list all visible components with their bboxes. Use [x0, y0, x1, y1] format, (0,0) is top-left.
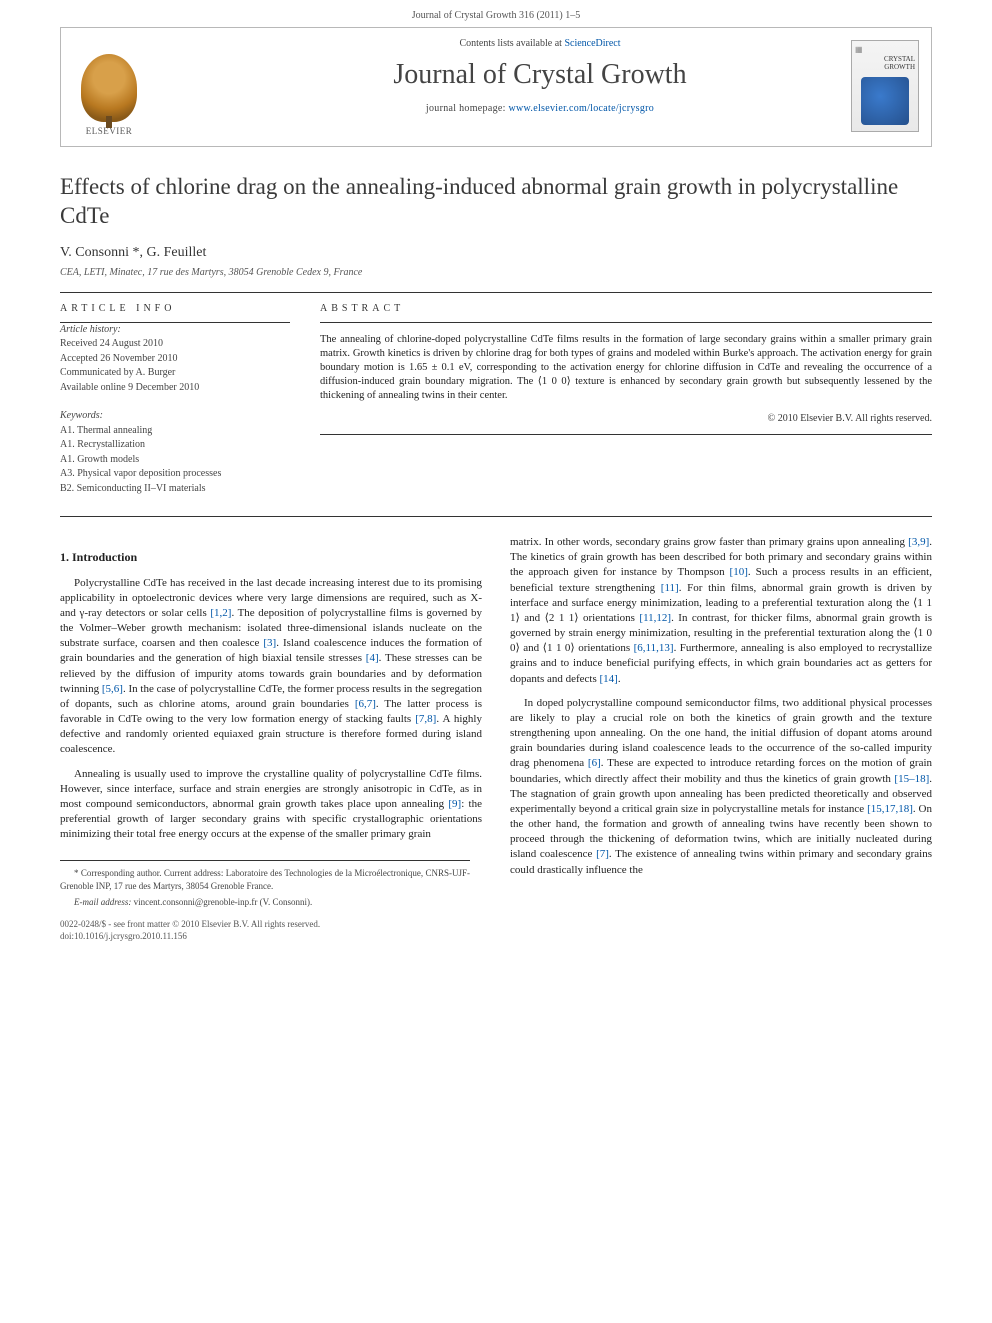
citation-link[interactable]: [5,6]	[102, 683, 123, 695]
history-accepted: Accepted 26 November 2010	[60, 352, 290, 367]
paragraph: Annealing is usually used to improve the…	[60, 767, 482, 843]
contents-line: Contents lists available at ScienceDirec…	[161, 38, 919, 49]
thumb-image-icon	[861, 77, 909, 125]
keyword: A1. Thermal annealing	[60, 424, 290, 439]
journal-name: Journal of Crystal Growth	[161, 59, 919, 91]
elsevier-tree-icon	[81, 54, 137, 122]
citation-link[interactable]: [15,17,18]	[867, 803, 913, 815]
journal-masthead: ELSEVIER Contents lists available at Sci…	[60, 27, 932, 147]
footer-meta: 0022-0248/$ - see front matter © 2010 El…	[60, 918, 482, 942]
corresponding-author-note: * Corresponding author. Current address:…	[60, 867, 470, 891]
section-heading-intro: 1. Introduction	[60, 549, 482, 566]
article-info-column: ARTICLE INFO Article history: Received 2…	[60, 293, 290, 497]
citation-link[interactable]: [6,11,13]	[634, 642, 674, 654]
contents-prefix: Contents lists available at	[459, 38, 564, 49]
citation-link[interactable]: [11]	[661, 582, 679, 594]
citation-link[interactable]: [3,9]	[908, 536, 929, 548]
citation-link[interactable]: [7,8]	[415, 713, 436, 725]
email-line: E-mail address: vincent.consonni@grenobl…	[60, 896, 470, 908]
authors: V. Consonni *, G. Feuillet	[60, 245, 932, 261]
sciencedirect-link[interactable]: ScienceDirect	[564, 38, 620, 49]
citation-link[interactable]: [9]	[448, 798, 461, 810]
paragraph: Polycrystalline CdTe has received in the…	[60, 576, 482, 758]
history-online: Available online 9 December 2010	[60, 381, 290, 396]
front-matter-line: 0022-0248/$ - see front matter © 2010 El…	[60, 918, 482, 930]
abstract-heading: ABSTRACT	[320, 293, 932, 322]
citation-link[interactable]: [3]	[263, 637, 276, 649]
keyword: A1. Growth models	[60, 453, 290, 468]
affiliation: CEA, LETI, Minatec, 17 rue des Martyrs, …	[60, 267, 932, 278]
citation-link[interactable]: [6]	[588, 757, 601, 769]
thumb-title: CRYSTAL GROWTH	[855, 56, 915, 71]
citation-link[interactable]: [11,12]	[639, 612, 671, 624]
keyword: A1. Recrystallization	[60, 438, 290, 453]
rule-mid	[60, 516, 932, 517]
citation-link[interactable]: [14]	[600, 673, 618, 685]
history-communicated: Communicated by A. Burger	[60, 366, 290, 381]
article-history: Article history: Received 24 August 2010…	[60, 323, 290, 396]
article-info-heading: ARTICLE INFO	[60, 293, 290, 322]
rule-abs-bot	[320, 434, 932, 435]
homepage-link[interactable]: www.elsevier.com/locate/jcrysgro	[509, 103, 655, 114]
history-label: Article history:	[60, 323, 290, 338]
abstract-copyright: © 2010 Elsevier B.V. All rights reserved…	[320, 413, 932, 434]
homepage-line: journal homepage: www.elsevier.com/locat…	[161, 103, 919, 114]
paragraph: In doped polycrystalline compound semico…	[510, 696, 932, 878]
article-title: Effects of chlorine drag on the annealin…	[60, 173, 932, 231]
abstract-column: ABSTRACT The annealing of chlorine-doped…	[320, 293, 932, 497]
abstract-text: The annealing of chlorine-doped polycrys…	[320, 323, 932, 414]
paragraph: matrix. In other words, secondary grains…	[510, 535, 932, 687]
keywords-block: Keywords: A1. Thermal annealing A1. Recr…	[60, 409, 290, 496]
body-text: 1. Introduction Polycrystalline CdTe has…	[60, 535, 932, 942]
homepage-prefix: journal homepage:	[426, 103, 509, 114]
citation-link[interactable]: [1,2]	[210, 607, 231, 619]
citation-link[interactable]: [4]	[366, 652, 379, 664]
footnotes: * Corresponding author. Current address:…	[60, 860, 470, 907]
history-received: Received 24 August 2010	[60, 337, 290, 352]
keyword: A3. Physical vapor deposition processes	[60, 467, 290, 482]
journal-cover-thumb: ▦ CRYSTAL GROWTH	[851, 40, 919, 132]
citation-link[interactable]: [15–18]	[894, 773, 929, 785]
thumb-e-icon: ▦	[855, 45, 863, 54]
citation-link[interactable]: [7]	[596, 848, 609, 860]
doi-line: doi:10.1016/j.jcrysgro.2010.11.156	[60, 930, 482, 942]
citation-link[interactable]: [10]	[730, 566, 748, 578]
keywords-label: Keywords:	[60, 409, 290, 424]
running-head: Journal of Crystal Growth 316 (2011) 1–5	[0, 0, 992, 27]
elsevier-logo: ELSEVIER	[73, 40, 145, 136]
citation-link[interactable]: [6,7]	[355, 698, 376, 710]
keyword: B2. Semiconducting II–VI materials	[60, 482, 290, 497]
